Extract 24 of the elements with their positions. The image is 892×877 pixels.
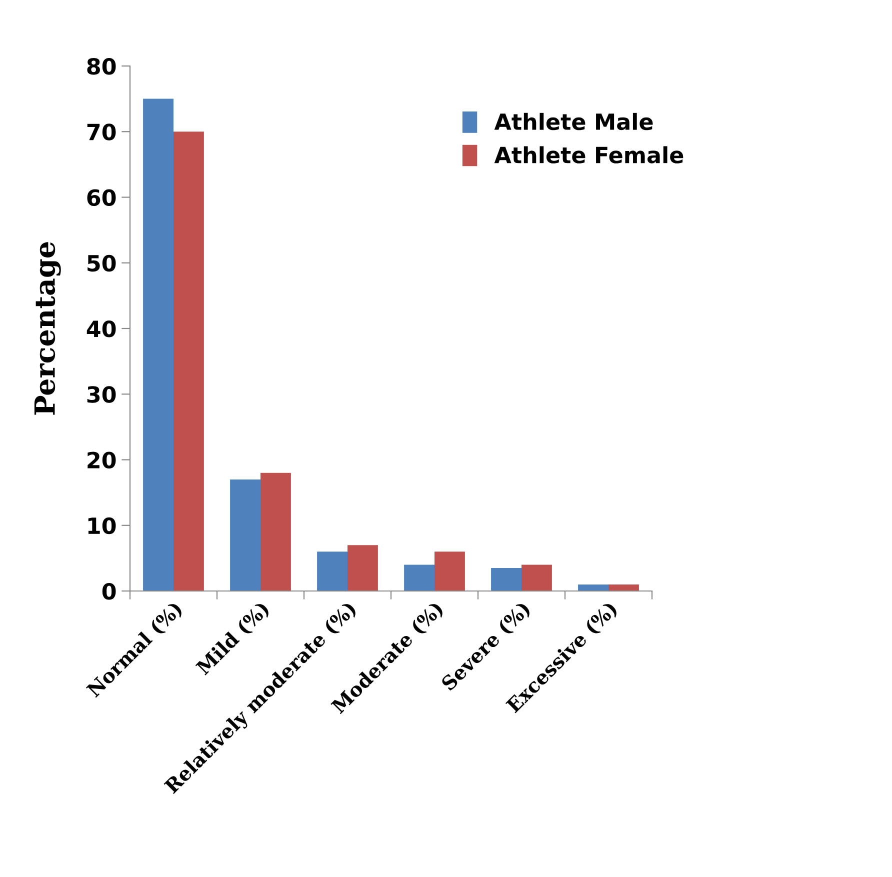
bar [404,564,434,591]
y-tick-label: 30 [87,386,116,403]
legend-label: Athlete Male [494,112,653,130]
bar [143,98,174,591]
bar [348,545,378,591]
bar [434,552,465,591]
bar [608,584,639,591]
y-tick-label: 50 [88,254,116,272]
y-tick-label: 80 [87,58,116,75]
legend-label: Athlete Female [494,146,684,164]
bar [260,472,291,591]
bar [578,584,608,591]
y-tick-label: 20 [88,452,116,469]
y-tick-label: 0 [102,582,116,600]
y-tick-label: 10 [88,517,116,534]
y-tick-label: 40 [86,320,116,338]
y-axis-title: Percentage [34,242,61,415]
bar [522,564,552,591]
bar [317,552,348,591]
bar [174,132,204,591]
bar [230,479,260,591]
y-tick-label: 60 [87,189,116,206]
y-tick-label: 70 [87,124,116,140]
bar [491,568,522,591]
